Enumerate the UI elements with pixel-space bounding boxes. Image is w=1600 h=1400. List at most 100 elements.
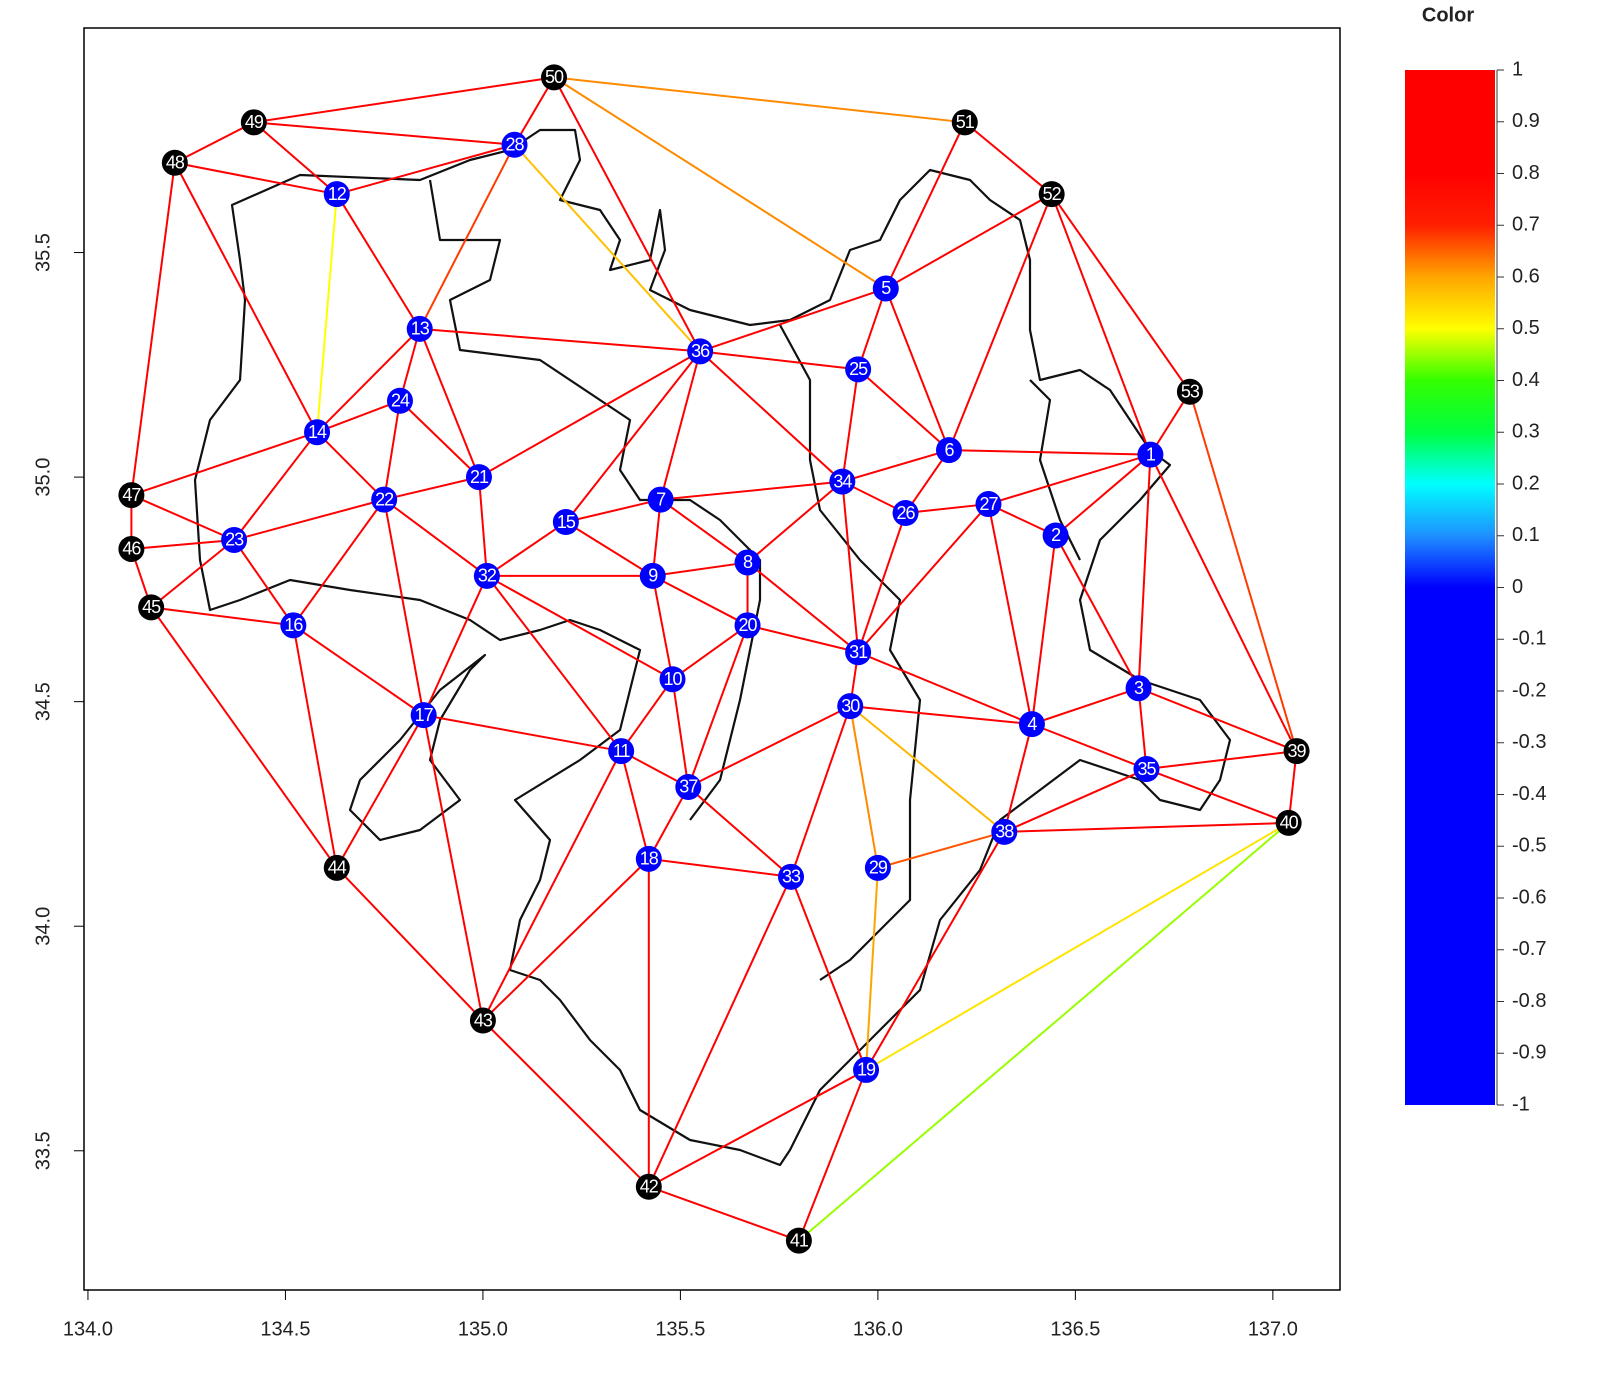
- node: [829, 468, 856, 495]
- edge: [423, 714, 622, 753]
- node: [991, 818, 1018, 845]
- colorbar-tick-label: 0.1: [1512, 524, 1540, 546]
- node: [635, 1173, 662, 1200]
- node-label: 21: [470, 467, 489, 487]
- node: [608, 738, 635, 765]
- node-label: 26: [897, 503, 916, 523]
- edge: [1138, 687, 1297, 752]
- colorbar-tick-label: 0.6: [1512, 265, 1540, 287]
- edge: [316, 328, 421, 433]
- edge: [857, 512, 907, 653]
- node: [659, 666, 686, 693]
- edge: [513, 76, 555, 146]
- edge: [477, 477, 488, 576]
- x-tick-label: 135.5: [655, 1318, 705, 1340]
- colorbar-tick-label: -0.6: [1512, 886, 1546, 908]
- edge: [336, 143, 515, 196]
- node-label: 9: [648, 566, 658, 586]
- node: [639, 562, 666, 589]
- node-label: 29: [869, 858, 888, 878]
- edge: [857, 651, 1033, 726]
- colorbar-tick-label: -0.2: [1512, 679, 1546, 701]
- colorbar-tick-label: -0.1: [1512, 628, 1546, 650]
- edge: [857, 288, 887, 370]
- node: [304, 419, 331, 446]
- edge: [841, 481, 860, 653]
- edge: [233, 539, 295, 626]
- node-label: 2: [1051, 525, 1061, 545]
- node: [892, 500, 919, 527]
- node-label: 15: [557, 512, 576, 532]
- node: [1275, 809, 1302, 836]
- node-label: 39: [1288, 741, 1307, 761]
- node-label: 46: [122, 539, 141, 559]
- node: [647, 486, 674, 513]
- edge: [486, 521, 567, 577]
- x-tick-label: 136.0: [853, 1318, 903, 1340]
- edge: [565, 350, 701, 523]
- node: [1133, 756, 1160, 783]
- coastline: [193, 128, 1232, 1167]
- edge: [660, 498, 749, 564]
- node: [406, 315, 433, 342]
- edge: [336, 867, 484, 1022]
- node: [161, 149, 188, 176]
- colorbar-tick-label: 0.7: [1512, 214, 1540, 236]
- edge: [482, 1019, 650, 1188]
- colorbar-tick-label: -0.7: [1512, 938, 1546, 960]
- edge: [565, 498, 661, 523]
- node-label: 19: [857, 1060, 876, 1080]
- edge: [790, 876, 867, 1071]
- node-label: 44: [328, 858, 347, 878]
- node: [323, 181, 350, 208]
- edge: [1054, 535, 1140, 689]
- edge: [383, 476, 480, 501]
- node-label: 13: [411, 319, 430, 339]
- edge: [553, 76, 702, 352]
- edge: [383, 498, 488, 577]
- node-label: 17: [415, 705, 434, 725]
- edge: [292, 498, 385, 626]
- edge: [987, 503, 1033, 725]
- node-label: 33: [782, 867, 801, 887]
- colorbar-tick-label: 0.2: [1512, 472, 1540, 494]
- edge: [383, 499, 425, 716]
- edges: [130, 76, 1298, 1242]
- node: [1042, 522, 1069, 549]
- y-tick-label: 34.5: [32, 682, 54, 721]
- edge: [687, 705, 851, 788]
- edge: [948, 449, 1151, 456]
- node-label: 10: [663, 669, 682, 689]
- edge: [687, 786, 792, 878]
- node-label: 28: [506, 135, 525, 155]
- x-tick-label: 134.5: [260, 1318, 310, 1340]
- axes: 134.0 134.5 135.0 135.5 136.0 136.5 137.033.53…: [32, 233, 1298, 1340]
- colorbar-gradient: [1405, 70, 1495, 1105]
- node-label: 22: [375, 489, 394, 509]
- node-label: 30: [841, 696, 860, 716]
- edge: [486, 575, 673, 681]
- edge: [1146, 768, 1290, 824]
- node-label: 8: [743, 552, 753, 572]
- node: [935, 437, 962, 464]
- node-label: 41: [790, 1230, 809, 1250]
- node-label: 18: [640, 849, 659, 869]
- node: [240, 109, 267, 136]
- node-label: 1: [1146, 444, 1156, 464]
- edge: [647, 876, 792, 1188]
- node-label: 52: [1043, 184, 1062, 204]
- node: [465, 464, 492, 491]
- edge: [671, 679, 690, 788]
- edge: [790, 705, 852, 878]
- edge: [478, 350, 701, 478]
- node-label: 11: [613, 741, 631, 761]
- edge: [292, 624, 425, 716]
- edge: [671, 624, 749, 681]
- colorbar-title: Color: [1422, 4, 1474, 26]
- edge: [292, 625, 338, 869]
- edge: [1050, 193, 1191, 393]
- node: [785, 1227, 812, 1254]
- node-label: 50: [545, 67, 564, 87]
- node-label: 34: [833, 471, 852, 491]
